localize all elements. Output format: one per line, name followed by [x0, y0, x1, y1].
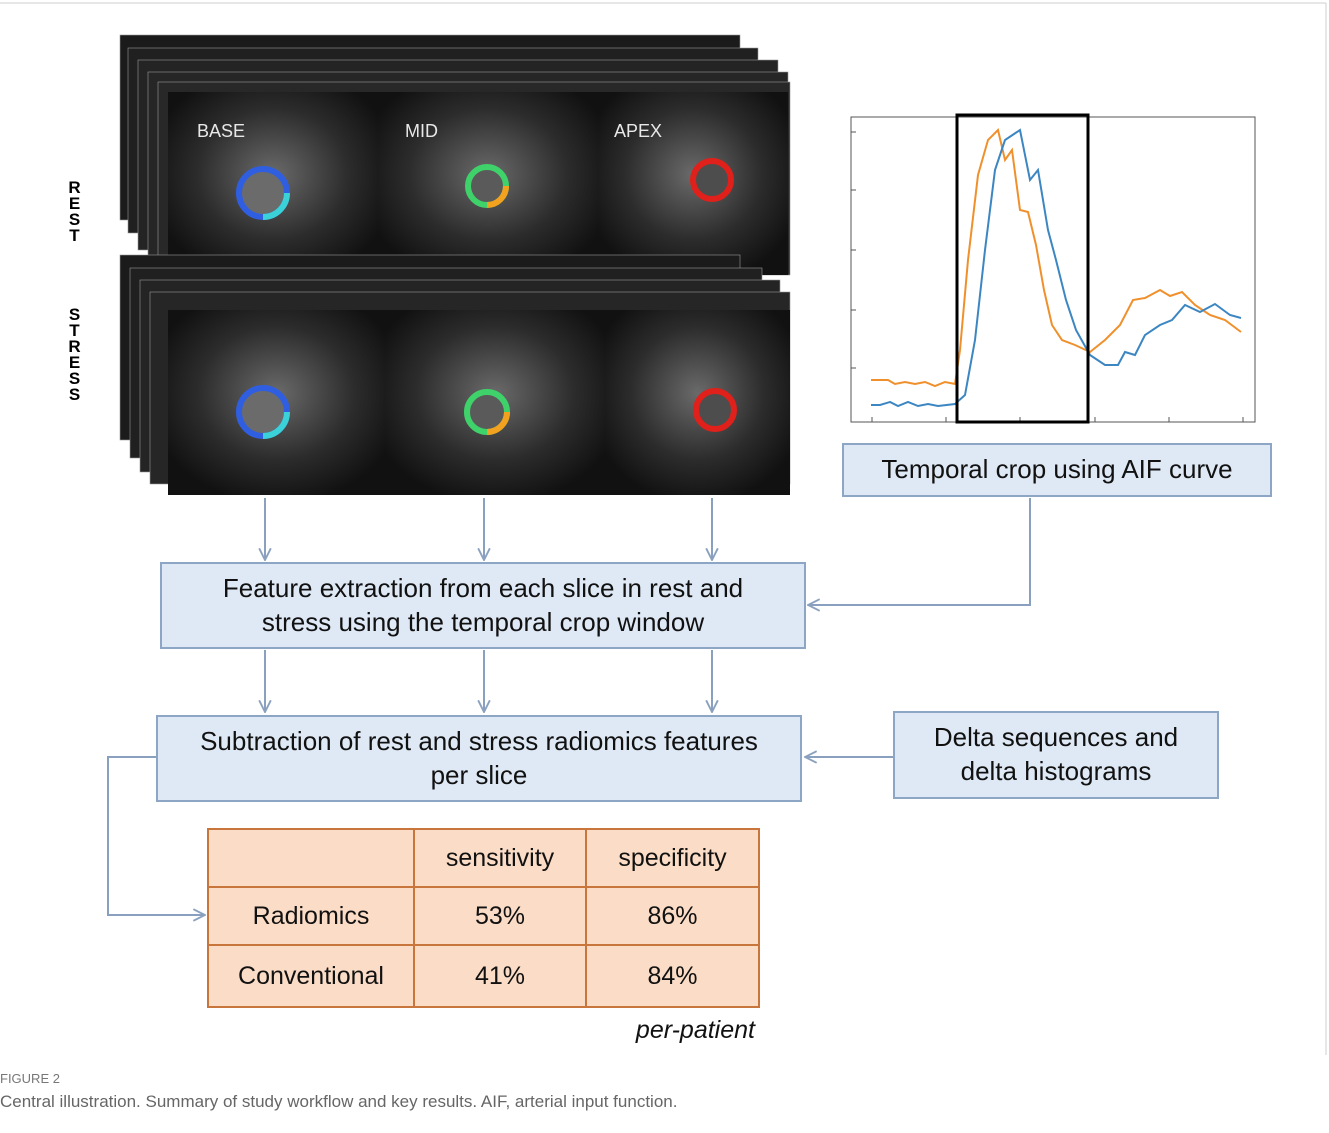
slice-label: MID	[405, 121, 438, 141]
subtraction-box: Subtraction of rest and stress radiomics…	[156, 715, 802, 802]
row-label: Conventional	[208, 945, 414, 1007]
cell: 53%	[414, 887, 586, 945]
stress-stack	[120, 255, 790, 495]
aif-plot	[851, 115, 1255, 422]
temporal-crop-box: Temporal crop using AIF curve	[842, 443, 1272, 497]
rest-label: REST	[64, 178, 84, 242]
results-table: sensitivity specificity Radiomics 53% 86…	[207, 828, 760, 1008]
page: {"images": {"rest_label": "REST", "stres…	[0, 0, 1329, 1133]
rest-stack	[120, 35, 790, 275]
row-label: Radiomics	[208, 887, 414, 945]
table-note: per-patient	[636, 1016, 755, 1045]
slice-label: BASE	[197, 121, 245, 141]
figure-caption: Central illustration. Summary of study w…	[0, 1092, 677, 1112]
figure-label: FIGURE 2	[0, 1071, 60, 1086]
header-cell: sensitivity	[414, 829, 586, 887]
empty-cell	[208, 829, 414, 887]
stress-label: STRESS	[64, 305, 84, 401]
delta-box: Delta sequences and delta histograms	[893, 711, 1219, 799]
cell: 84%	[586, 945, 759, 1007]
slice-label: APEX	[614, 121, 662, 141]
feature-extraction-box: Feature extraction from each slice in re…	[160, 562, 806, 649]
cell: 86%	[586, 887, 759, 945]
header-cell: specificity	[586, 829, 759, 887]
cell: 41%	[414, 945, 586, 1007]
